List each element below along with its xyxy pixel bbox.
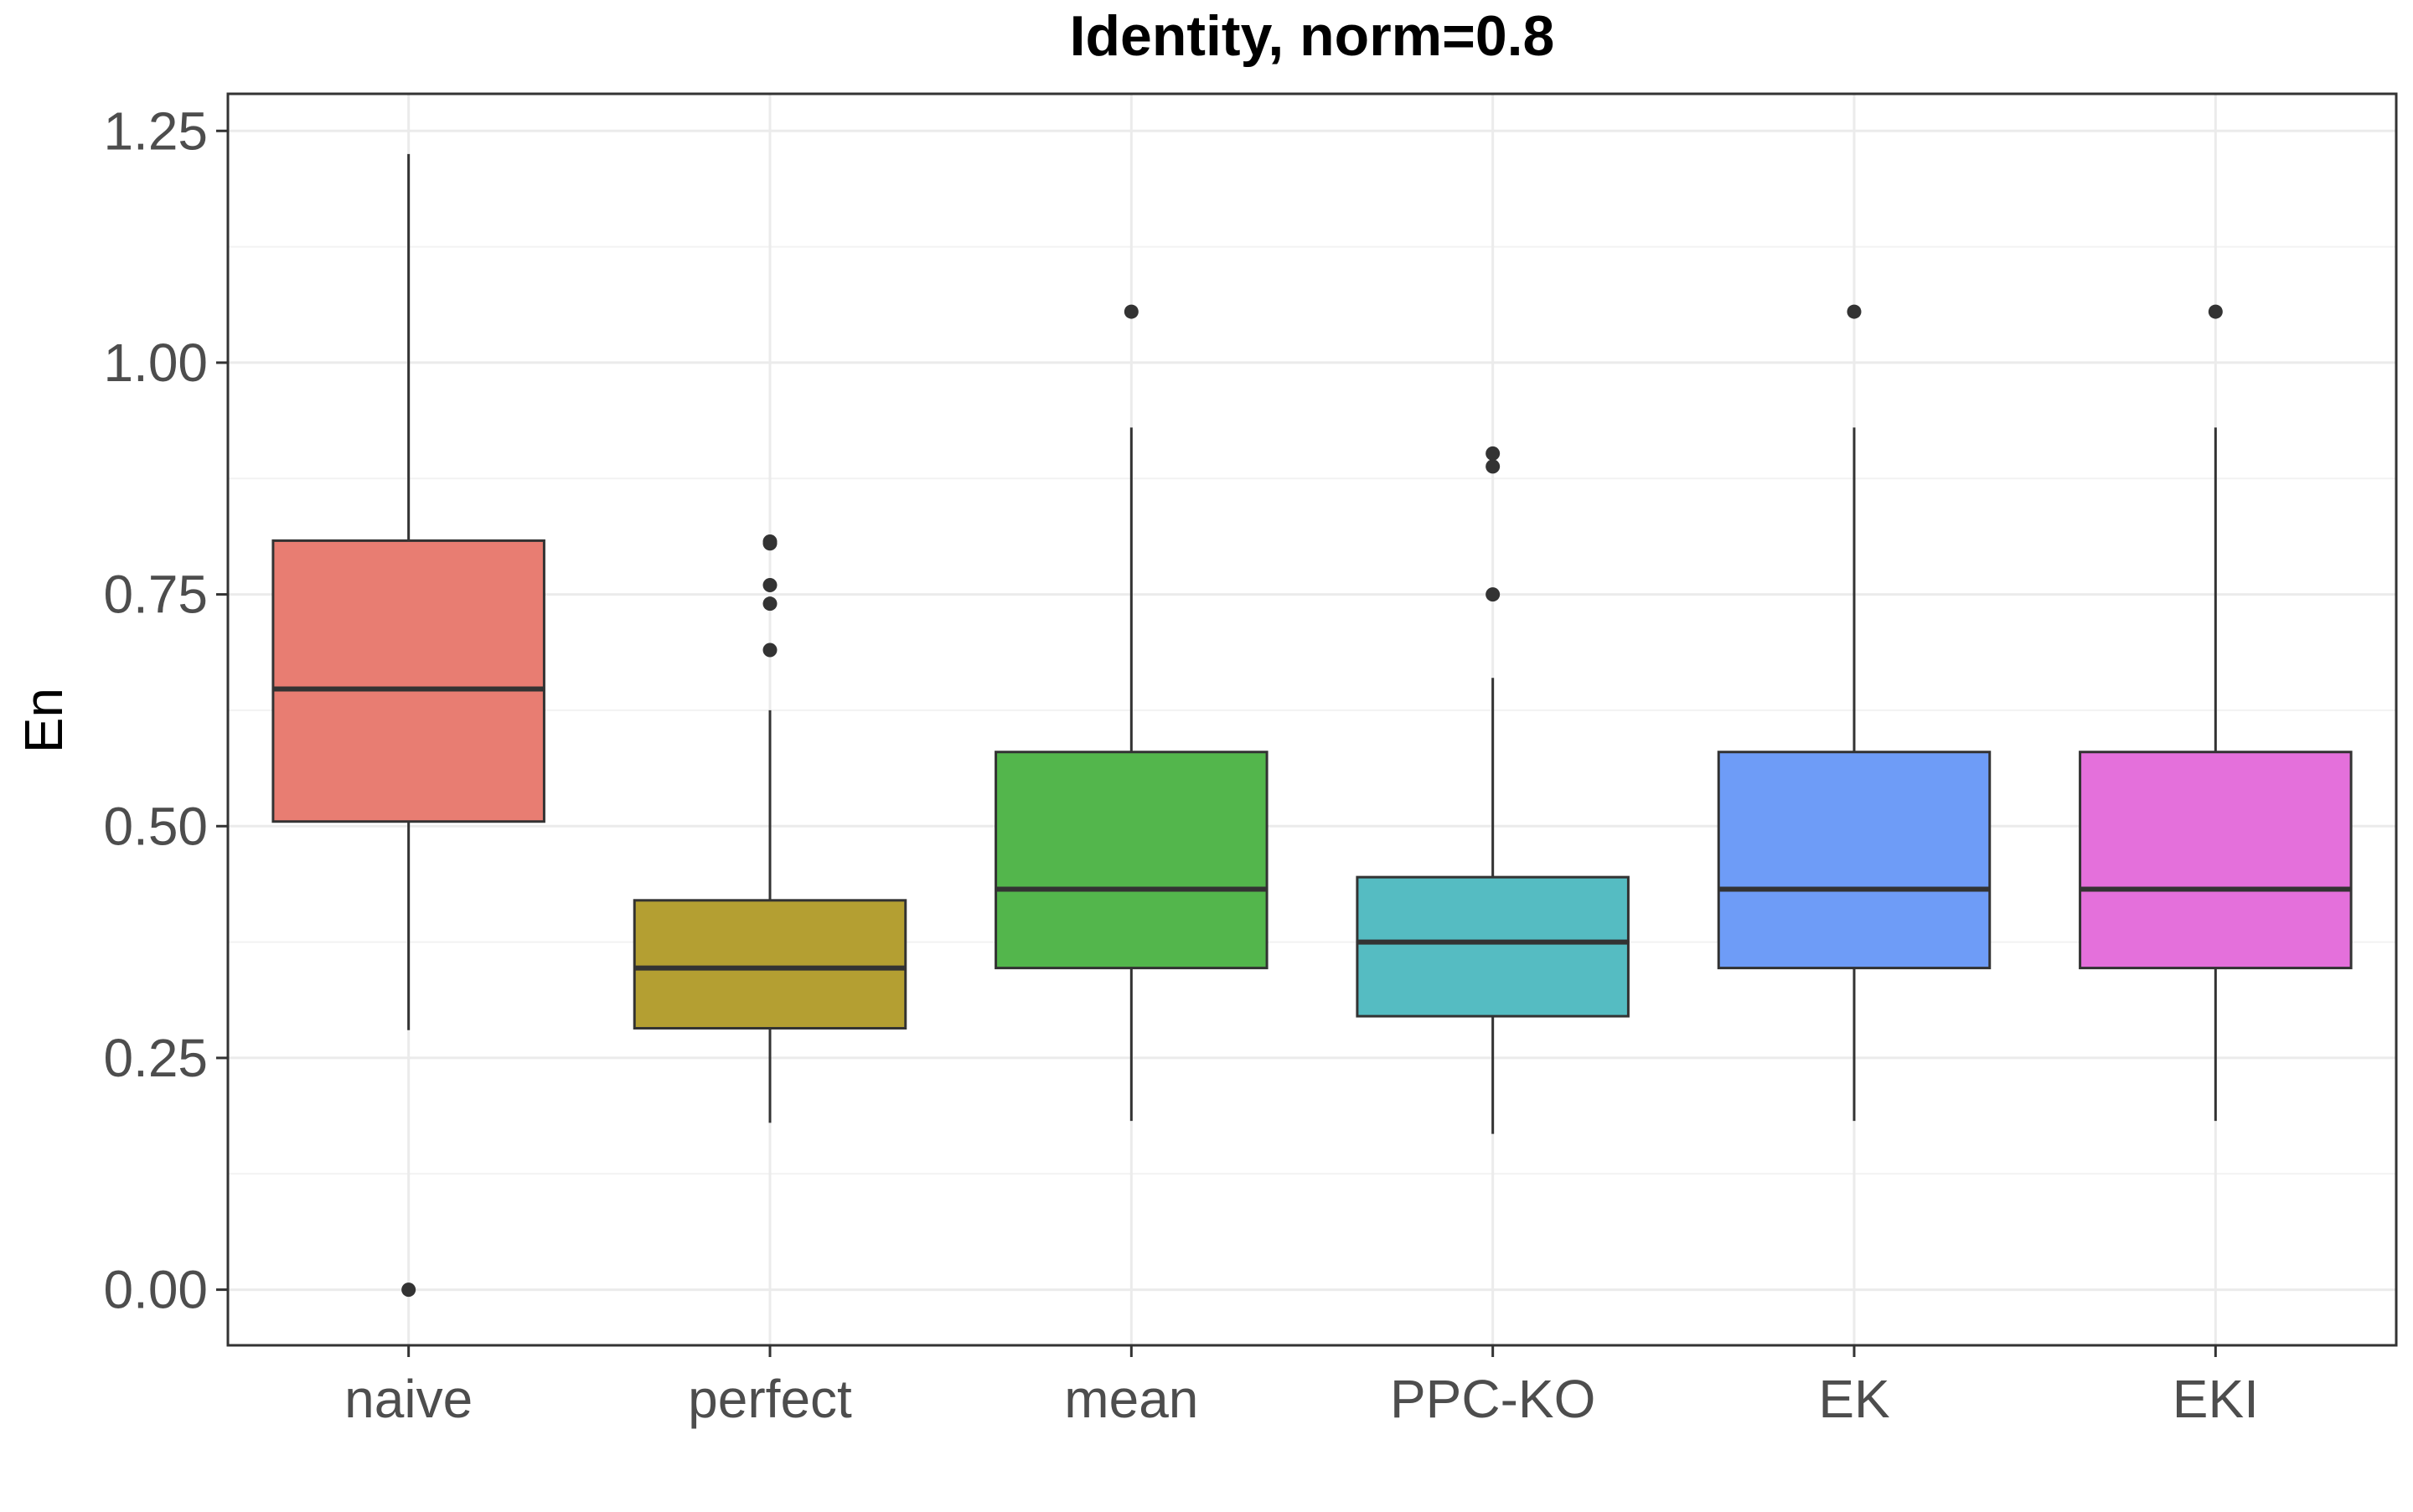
box-ek bbox=[1717, 751, 1992, 970]
outlier-point bbox=[762, 578, 778, 593]
outlier-point bbox=[1847, 304, 1862, 319]
box-ppc-ko bbox=[1356, 875, 1630, 1018]
outlier-point bbox=[762, 596, 778, 612]
y-tick-label: 0.50 bbox=[103, 796, 208, 856]
y-tick-label: 0.75 bbox=[103, 565, 208, 625]
axes: 0.00 0.25 0.50 0.75 1.00 1.25 naive perfect mean… bbox=[103, 92, 2398, 1429]
x-tick-label: PPC-KO bbox=[1390, 1369, 1595, 1429]
box-group-naive bbox=[271, 153, 545, 1298]
box-group-ek bbox=[1717, 304, 1992, 1122]
box-group-perfect bbox=[633, 534, 907, 1123]
y-tick-label: 0.25 bbox=[103, 1028, 208, 1088]
outlier-point bbox=[762, 642, 778, 658]
box-perfect bbox=[633, 899, 907, 1030]
x-tick-label: naive bbox=[344, 1369, 473, 1429]
y-tick-label: 1.25 bbox=[103, 101, 208, 161]
x-tick-label: mean bbox=[1064, 1369, 1198, 1429]
box-layer bbox=[271, 153, 2353, 1298]
outlier-point bbox=[1486, 587, 1501, 602]
outlier-point bbox=[2208, 304, 2223, 319]
outlier-point bbox=[401, 1282, 416, 1298]
y-axis-title: En bbox=[13, 688, 74, 753]
outlier-point bbox=[1486, 446, 1501, 461]
panel-border bbox=[226, 92, 2398, 1347]
box-group-ppc-ko bbox=[1356, 446, 1630, 1134]
x-tick-label: EK bbox=[1818, 1369, 1889, 1429]
box-eki bbox=[2079, 751, 2353, 970]
outlier-point bbox=[762, 534, 778, 550]
x-tick-label: EKI bbox=[2173, 1369, 2259, 1429]
outlier-point bbox=[1486, 459, 1501, 474]
box-group-eki bbox=[2079, 304, 2353, 1122]
box-mean bbox=[995, 751, 1269, 970]
grid-lines bbox=[228, 94, 2396, 1345]
plot-panel bbox=[228, 94, 2396, 1345]
y-tick-label: 0.00 bbox=[103, 1260, 208, 1320]
outlier-point bbox=[1124, 304, 1139, 319]
box-naive bbox=[271, 539, 545, 823]
x-tick-label: perfect bbox=[688, 1369, 852, 1429]
chart-title: Identity, norm=0.8 bbox=[1070, 4, 1555, 68]
y-tick-label: 1.00 bbox=[103, 333, 208, 393]
box-group-mean bbox=[995, 304, 1269, 1122]
